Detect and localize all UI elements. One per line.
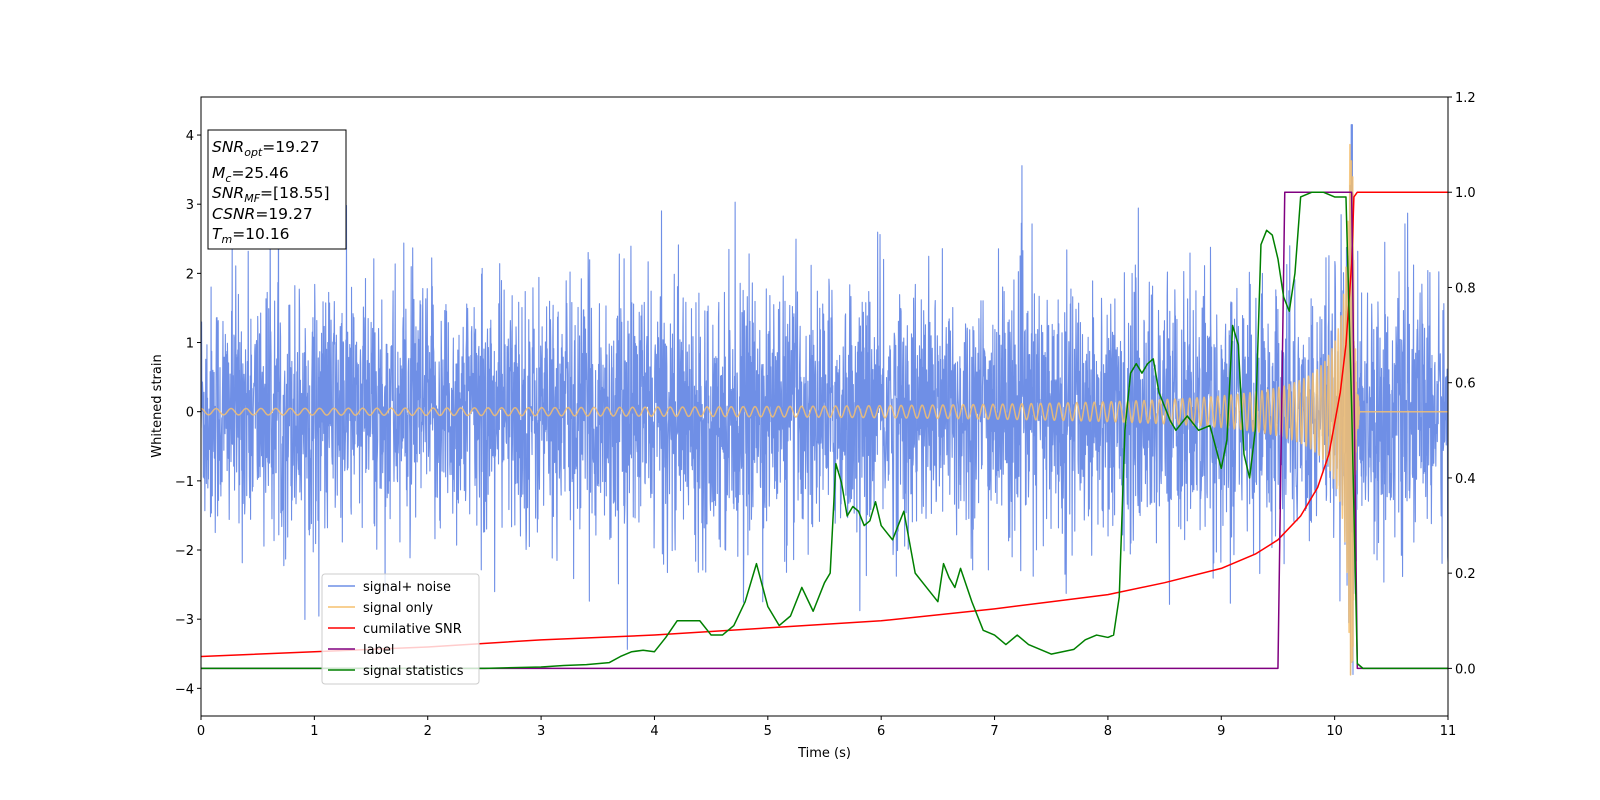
legend-label: signal only — [363, 601, 433, 616]
info-snr-mf: SNRMF=[18.55] — [212, 184, 330, 205]
y-axis-label: Whitened strain — [150, 354, 165, 457]
x-tick-label: 8 — [1104, 724, 1112, 739]
x-tick-label: 4 — [650, 724, 658, 739]
series-line-signal-only — [201, 143, 1448, 676]
y2-tick-label: 1.2 — [1455, 91, 1476, 106]
x-axis: 0 1 2 3 4 5 6 7 8 9 10 11 — [197, 716, 1456, 739]
info-mc: Mc=25.46 — [212, 164, 289, 185]
x-tick-label: 11 — [1440, 724, 1457, 739]
y2-tick-label: 0.6 — [1455, 377, 1476, 392]
y2-tick-label: 0.8 — [1455, 281, 1476, 296]
y-tick-label: 1 — [186, 337, 194, 352]
legend-label: label — [363, 643, 394, 658]
y-tick-label: −4 — [175, 682, 194, 697]
info-snr-opt: SNRopt=19.27 — [212, 138, 320, 159]
legend: signal+ noise signal only cumilative SNR la… — [321, 573, 480, 685]
series-layer — [201, 124, 1448, 676]
x-tick-label: 0 — [197, 724, 205, 739]
legend-label: signal+ noise — [363, 580, 451, 595]
x-tick-label: 2 — [424, 724, 432, 739]
x-tick-label: 9 — [1217, 724, 1225, 739]
legend-label: signal statistics — [363, 664, 464, 679]
series-line-signal-statistics — [201, 191, 1448, 670]
plot-frame — [200, 96, 1449, 717]
legend-frame — [321, 573, 480, 685]
info-csnr: CSNR=19.27 — [212, 205, 313, 223]
x-tick-label: 10 — [1326, 724, 1343, 739]
x-tick-label: 3 — [537, 724, 545, 739]
y-tick-label: 2 — [186, 267, 194, 282]
y-tick-label: 0 — [186, 406, 194, 421]
x-tick-label: 1 — [310, 724, 318, 739]
x-tick-label: 5 — [764, 724, 772, 739]
x-axis-label: Time (s) — [797, 746, 851, 761]
y-tick-label: 3 — [186, 198, 194, 213]
y-tick-label: −1 — [175, 475, 194, 490]
legend-label: cumilative SNR — [363, 622, 462, 637]
x-tick-label: 6 — [877, 724, 885, 739]
y-axis-right: 0.0 0.2 0.4 0.6 0.8 1.0 1.2 — [1448, 91, 1476, 677]
y-axis-left: −4 −3 −2 −1 0 1 2 3 4 — [175, 129, 201, 697]
info-tm: Tm=10.16 — [212, 225, 290, 246]
y2-tick-label: 0.4 — [1455, 472, 1476, 487]
y-tick-label: −3 — [175, 613, 194, 628]
x-tick-label: 7 — [990, 724, 998, 739]
y2-tick-label: 1.0 — [1455, 186, 1476, 201]
series-line-cumilative-snr — [201, 191, 1448, 658]
y-tick-label: −2 — [175, 544, 194, 559]
y2-tick-label: 0.0 — [1455, 662, 1476, 677]
series-line-signal-noise — [201, 124, 1448, 676]
y-tick-label: 4 — [186, 129, 194, 144]
y2-tick-label: 0.2 — [1455, 567, 1476, 582]
info-box: SNRopt=19.27 Mc=25.46 SNRMF=[18.55] CSNR… — [207, 129, 347, 250]
